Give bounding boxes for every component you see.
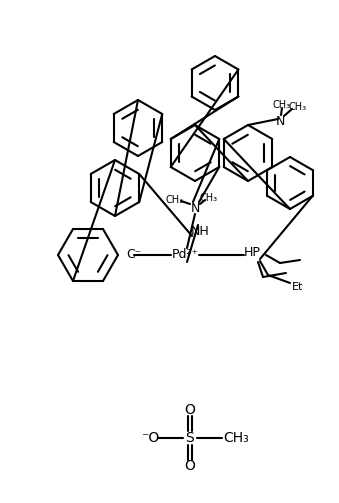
Text: CH₃: CH₃: [273, 100, 291, 110]
Text: CH₃: CH₃: [200, 193, 218, 203]
Text: Pd²⁺: Pd²⁺: [172, 248, 199, 262]
Text: CH₃: CH₃: [166, 195, 184, 205]
Text: Et: Et: [292, 282, 304, 292]
Text: N: N: [275, 115, 285, 127]
Text: C⁻: C⁻: [126, 248, 141, 262]
Text: NH: NH: [191, 224, 210, 237]
Text: N: N: [190, 202, 200, 214]
Text: HP: HP: [243, 245, 260, 259]
Text: S: S: [186, 431, 194, 445]
Text: CH₃: CH₃: [289, 102, 307, 112]
Text: CH₃: CH₃: [223, 431, 249, 445]
Text: O: O: [184, 459, 196, 473]
Text: ⁻O: ⁻O: [141, 431, 159, 445]
Text: O: O: [184, 403, 196, 417]
